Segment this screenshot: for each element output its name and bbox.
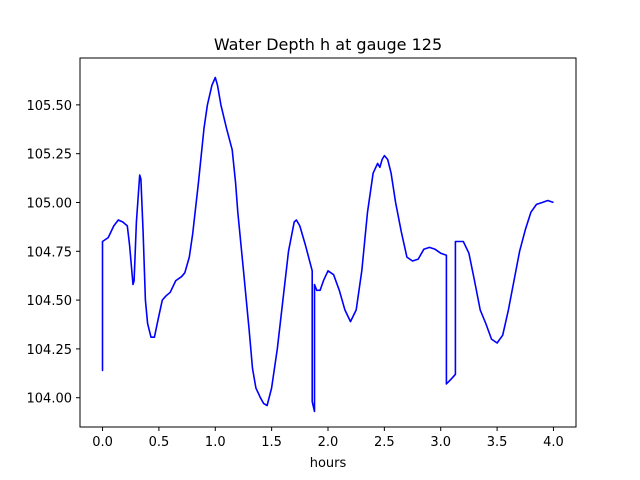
- y-tick-label: 104.25: [27, 343, 73, 358]
- x-tick-label: 4.0: [543, 435, 564, 450]
- x-tick-label: 1.5: [261, 435, 282, 450]
- x-tick-label: 3.0: [430, 435, 451, 450]
- x-tick-label: 0.0: [92, 435, 113, 450]
- y-tick-label: 104.50: [27, 294, 73, 309]
- y-tick-label: 105.50: [27, 99, 73, 114]
- x-tick-label: 1.0: [205, 435, 226, 450]
- chart-title: Water Depth h at gauge 125: [214, 35, 442, 54]
- x-axis: 0.0 0.5 1.0 1.5 2.0 2.5 3.0 3.5 4.0: [92, 427, 564, 450]
- x-tick-label: 2.5: [374, 435, 395, 450]
- x-tick-label: 2.0: [318, 435, 339, 450]
- y-tick-label: 104.00: [27, 392, 73, 407]
- y-axis: 104.00 104.25 104.50 104.75 105.00 105.25 105.…: [27, 99, 80, 407]
- x-axis-label: hours: [310, 456, 347, 471]
- series-line-0: [101, 76, 554, 413]
- x-tick-label: 3.5: [487, 435, 508, 450]
- y-tick-label: 105.25: [27, 148, 73, 163]
- x-tick-label: 0.5: [149, 435, 170, 450]
- y-tick-label: 104.75: [27, 245, 73, 260]
- y-tick-label: 105.00: [27, 196, 73, 211]
